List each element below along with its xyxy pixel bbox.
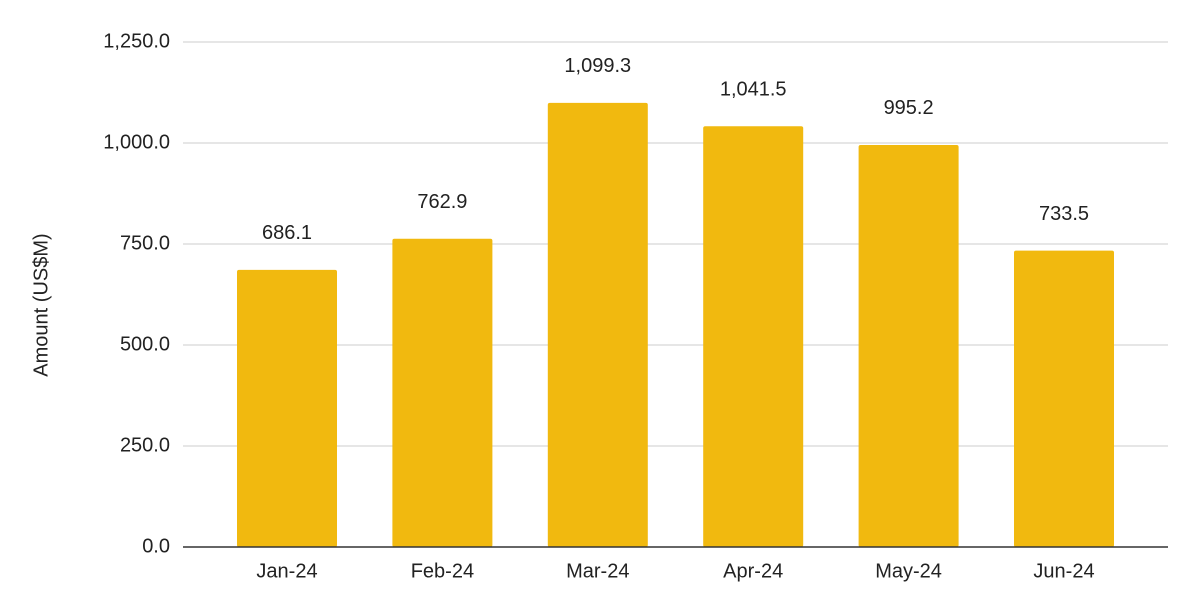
x-tick-label: Jun-24 bbox=[1033, 560, 1094, 582]
bar bbox=[237, 269, 337, 547]
bar bbox=[392, 238, 493, 548]
value-label: 762.9 bbox=[417, 191, 467, 213]
value-label: 995.2 bbox=[884, 97, 934, 119]
y-axis-title: Amount (US$M) bbox=[30, 233, 52, 376]
y-tick-label: 0.0 bbox=[142, 535, 170, 557]
value-label: 733.5 bbox=[1039, 203, 1089, 225]
y-tick-label: 1,000.0 bbox=[103, 131, 170, 153]
y-tick-label: 1,250.0 bbox=[103, 30, 170, 52]
x-tick-label: Feb-24 bbox=[411, 560, 474, 582]
y-tick-label: 500.0 bbox=[120, 333, 170, 355]
bar bbox=[858, 144, 959, 547]
bar bbox=[547, 102, 648, 547]
y-tick-label: 250.0 bbox=[120, 434, 170, 456]
value-label: 1,041.5 bbox=[720, 79, 787, 101]
value-label: 686.1 bbox=[262, 222, 312, 244]
x-tick-label: Apr-24 bbox=[723, 560, 783, 582]
bar bbox=[1014, 250, 1114, 547]
bar bbox=[703, 126, 804, 547]
x-tick-label: Jan-24 bbox=[256, 560, 317, 582]
y-tick-label: 750.0 bbox=[120, 232, 170, 254]
x-tick-label: Mar-24 bbox=[566, 560, 629, 582]
x-tick-label: May-24 bbox=[875, 560, 942, 582]
value-label: 1,099.3 bbox=[564, 55, 631, 77]
